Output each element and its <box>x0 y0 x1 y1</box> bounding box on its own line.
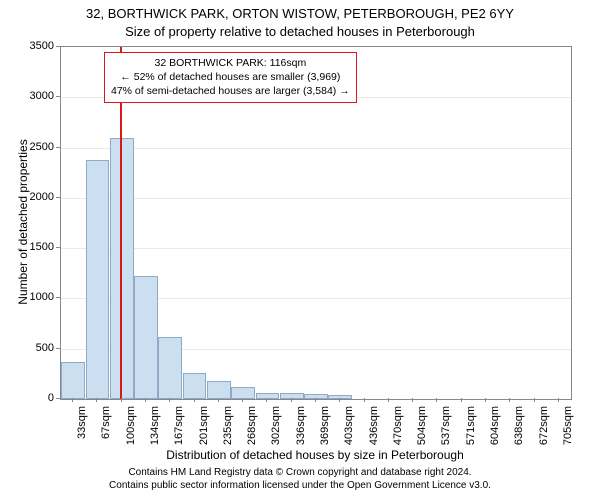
xtick-label: 134sqm <box>149 406 161 500</box>
xtick-mark <box>485 398 486 402</box>
xtick-mark <box>121 398 122 402</box>
xtick-label: 33sqm <box>76 406 88 500</box>
legend-line-3: 47% of semi-detached houses are larger (… <box>111 84 350 98</box>
ytick-label: 1000 <box>0 291 54 303</box>
gridline <box>61 198 571 199</box>
bar <box>134 276 158 399</box>
xtick-mark <box>534 398 535 402</box>
xtick-mark <box>461 398 462 402</box>
xtick-label: 100sqm <box>125 406 137 500</box>
y-axis-label: Number of detached properties <box>16 132 30 312</box>
xtick-label: 67sqm <box>100 406 112 500</box>
xtick-label: 638sqm <box>513 406 525 500</box>
xtick-mark <box>315 398 316 402</box>
xtick-label: 537sqm <box>440 406 452 500</box>
bar <box>183 373 207 399</box>
bar <box>86 160 110 399</box>
xtick-label: 235sqm <box>222 406 234 500</box>
title-line1: 32, BORTHWICK PARK, ORTON WISTOW, PETERB… <box>0 6 600 21</box>
xtick-mark <box>218 398 219 402</box>
bar <box>207 381 231 399</box>
bar <box>158 337 182 399</box>
xtick-mark <box>291 398 292 402</box>
gridline <box>61 148 571 149</box>
xtick-label: 268sqm <box>246 406 258 500</box>
gridline <box>61 248 571 249</box>
xtick-label: 705sqm <box>562 406 574 500</box>
chart-container: 32, BORTHWICK PARK, ORTON WISTOW, PETERB… <box>0 0 600 500</box>
title-line2: Size of property relative to detached ho… <box>0 24 600 39</box>
xtick-label: 167sqm <box>173 406 185 500</box>
xtick-mark <box>412 398 413 402</box>
xtick-label: 571sqm <box>465 406 477 500</box>
ytick-mark <box>56 147 60 148</box>
bar <box>280 393 304 399</box>
legend-line-1: 32 BORTHWICK PARK: 116sqm <box>111 56 350 70</box>
ytick-label: 0 <box>0 392 54 404</box>
xtick-mark <box>96 398 97 402</box>
ytick-label: 2000 <box>0 191 54 203</box>
xtick-mark <box>72 398 73 402</box>
xtick-label: 302sqm <box>270 406 282 500</box>
ytick-label: 1500 <box>0 241 54 253</box>
bar <box>61 362 85 399</box>
ytick-mark <box>56 247 60 248</box>
xtick-label: 672sqm <box>538 406 550 500</box>
xtick-mark <box>242 398 243 402</box>
xtick-mark <box>145 398 146 402</box>
xtick-mark <box>169 398 170 402</box>
ytick-mark <box>56 96 60 97</box>
ytick-mark <box>56 46 60 47</box>
xtick-mark <box>388 398 389 402</box>
xtick-label: 336sqm <box>295 406 307 500</box>
xtick-mark <box>339 398 340 402</box>
xtick-mark <box>436 398 437 402</box>
ytick-mark <box>56 197 60 198</box>
xtick-mark <box>266 398 267 402</box>
xtick-label: 436sqm <box>368 406 380 500</box>
ytick-label: 3500 <box>0 40 54 52</box>
ytick-label: 500 <box>0 342 54 354</box>
xtick-label: 201sqm <box>198 406 210 500</box>
xtick-mark <box>364 398 365 402</box>
xtick-label: 403sqm <box>343 406 355 500</box>
legend-line-2: ← 52% of detached houses are smaller (3,… <box>111 70 350 84</box>
xtick-mark <box>558 398 559 402</box>
ytick-mark <box>56 348 60 349</box>
xtick-label: 604sqm <box>489 406 501 500</box>
xtick-mark <box>509 398 510 402</box>
ytick-label: 3000 <box>0 90 54 102</box>
ytick-mark <box>56 297 60 298</box>
xtick-mark <box>194 398 195 402</box>
legend-box: 32 BORTHWICK PARK: 116sqm ← 52% of detac… <box>104 52 357 103</box>
xtick-label: 470sqm <box>392 406 404 500</box>
xtick-label: 504sqm <box>416 406 428 500</box>
ytick-label: 2500 <box>0 141 54 153</box>
ytick-mark <box>56 398 60 399</box>
xtick-label: 369sqm <box>319 406 331 500</box>
